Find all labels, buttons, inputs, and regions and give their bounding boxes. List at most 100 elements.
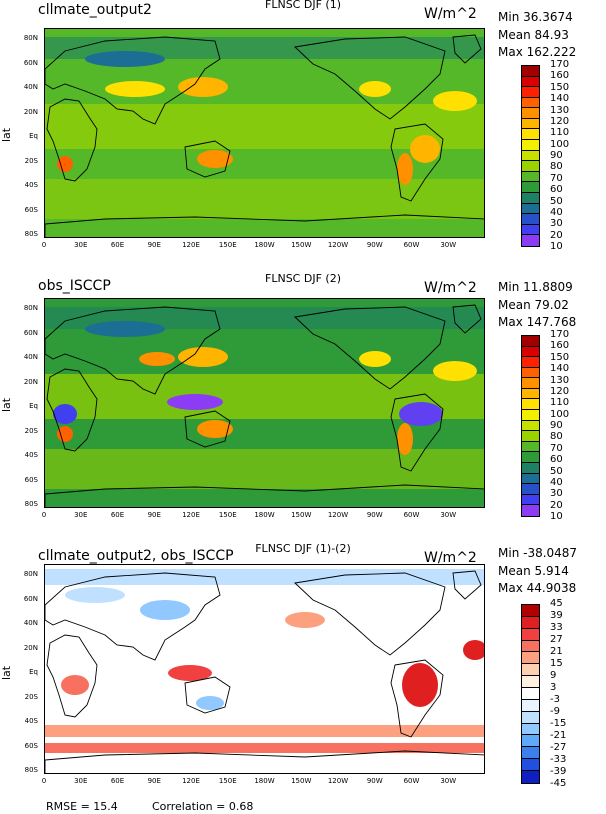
colorbar-swatch: [522, 357, 539, 368]
colorbar-swatch: [522, 431, 539, 442]
lat-tick-label: 60S: [24, 475, 38, 484]
panel-center-title: FLNSC DJF (1)-(2): [255, 542, 351, 555]
north-america-outline: [294, 36, 446, 120]
africa-outline: [46, 634, 98, 718]
lat-tick-label: Eq: [29, 668, 38, 676]
colorbar-tick-label: -9: [550, 706, 560, 717]
colorbar-swatch: [522, 628, 539, 641]
colorbar-tick-label: 120: [550, 115, 570, 127]
colorbar-tick-label: 40: [550, 206, 563, 218]
colorbar-swatch: [522, 652, 539, 665]
warm-blob: [197, 420, 233, 438]
colorbar: [521, 65, 540, 247]
colorbar-tick-label: 170: [550, 329, 570, 340]
lon-tick-label: 30W: [440, 511, 457, 519]
colorbar-swatch: [522, 735, 539, 748]
colorbar-tick-label: 50: [550, 195, 563, 207]
colorbar-tick-label: 120: [550, 385, 570, 397]
colorbar-tick-label: 20: [550, 499, 563, 511]
lon-tick-label: 0: [41, 511, 47, 519]
lat-tick-label: 80S: [24, 500, 38, 508]
colorbar-tick-label: 110: [550, 397, 570, 409]
colorbar-swatch: [522, 182, 539, 193]
colorbar-swatch: [522, 771, 539, 783]
colorbar-tick-label: 15: [550, 658, 563, 669]
australia-outline: [184, 676, 231, 714]
lat-tick-label: 40N: [23, 353, 38, 361]
map-plot: [44, 28, 485, 238]
warm-blob: [139, 352, 175, 366]
antarctica-outline: [45, 484, 484, 507]
lon-tick-label: 0: [41, 777, 47, 785]
colorbar-swatch: [522, 473, 539, 485]
south-america-outline: [390, 393, 444, 472]
lat-tick-label: 40S: [24, 451, 38, 459]
colorbar-tick-label: 30: [550, 488, 563, 500]
colorbar-swatch: [522, 150, 539, 162]
colorbar-swatch: [522, 699, 539, 712]
colorbar-tick-label: 80: [550, 161, 563, 173]
cool-blob: [196, 696, 224, 710]
colorbar-tick-label: 80: [550, 431, 563, 443]
stat-max: Max 162.222: [498, 45, 577, 59]
lat-tick-label: 60N: [23, 594, 38, 603]
colorbar-tick-label: -45: [550, 778, 567, 789]
lon-tick-label: 120E: [182, 511, 200, 519]
lat-tick-label: 40N: [23, 619, 38, 627]
lat-tick-label: Eq: [29, 132, 38, 140]
lon-tick-label: 60E: [110, 511, 125, 519]
lat-tick-label: Eq: [29, 402, 38, 410]
southern-band: [45, 179, 484, 219]
lon-tick-label: 30E: [74, 241, 88, 249]
lat-tick-label: 60S: [24, 205, 38, 214]
colorbar-tick-label: 10: [550, 241, 563, 252]
warm-blob: [285, 612, 325, 628]
cool-blob: [167, 394, 223, 410]
colorbar: [521, 604, 540, 784]
colorbar-tick-label: 110: [550, 127, 570, 139]
australia-outline: [184, 410, 231, 448]
colorbar-swatch: [522, 441, 539, 453]
lon-tick-label: 30E: [74, 511, 88, 519]
panel-units: W/m^2: [424, 6, 477, 22]
panel-difference: cllmate_output2, obs_ISCCP FLNSC DJF (1)…: [0, 540, 606, 814]
lat-tick-label: 80N: [23, 304, 38, 312]
colorbar-swatch: [522, 336, 539, 347]
colorbar-swatch: [522, 171, 539, 183]
colorbar-tick-label: -21: [550, 730, 567, 741]
colorbar-swatch: [522, 723, 539, 736]
map-plot: [44, 564, 485, 774]
colorbar-tick-label: 3: [550, 682, 557, 693]
south-america-outline: [390, 659, 444, 738]
colorbar-swatch: [522, 688, 539, 700]
colorbar-swatch: [522, 664, 539, 677]
panel-center-title: FLNSC DJF (2): [265, 272, 341, 285]
panel-units: W/m^2: [424, 550, 477, 566]
colorbar-swatch: [522, 214, 539, 225]
colorbar-tick-label: 160: [550, 340, 570, 352]
colorbar-swatch: [522, 346, 539, 358]
map-svg: [45, 565, 484, 773]
antarctica-outline: [45, 214, 484, 237]
warm-blob: [397, 153, 413, 185]
colorbar-swatch: [522, 235, 539, 246]
colorbar-tick-label: 150: [550, 81, 570, 93]
warm-blob: [463, 640, 484, 660]
warm-blob: [397, 423, 413, 455]
y-axis-label: lat: [0, 665, 13, 680]
colorbar-swatch: [522, 378, 539, 389]
warm-blob: [359, 351, 391, 367]
colorbar-swatch: [522, 759, 539, 772]
lon-tick-label: 120W: [327, 511, 349, 519]
colorbar-swatch: [522, 108, 539, 119]
lat-tick-label: 60N: [23, 58, 38, 67]
stat-mean: Mean 5.914: [498, 564, 569, 578]
colorbar: [521, 335, 540, 517]
lon-tick-label: 150W: [291, 241, 312, 249]
lat-tick-label: 20N: [23, 643, 38, 652]
rmse-label: RMSE = 15.4: [46, 800, 118, 813]
lon-tick-label: 90W: [366, 511, 383, 519]
lat-tick-label: 20S: [24, 692, 38, 701]
colorbar-tick-label: 130: [550, 374, 570, 386]
lat-tick-label: 80S: [24, 230, 38, 238]
